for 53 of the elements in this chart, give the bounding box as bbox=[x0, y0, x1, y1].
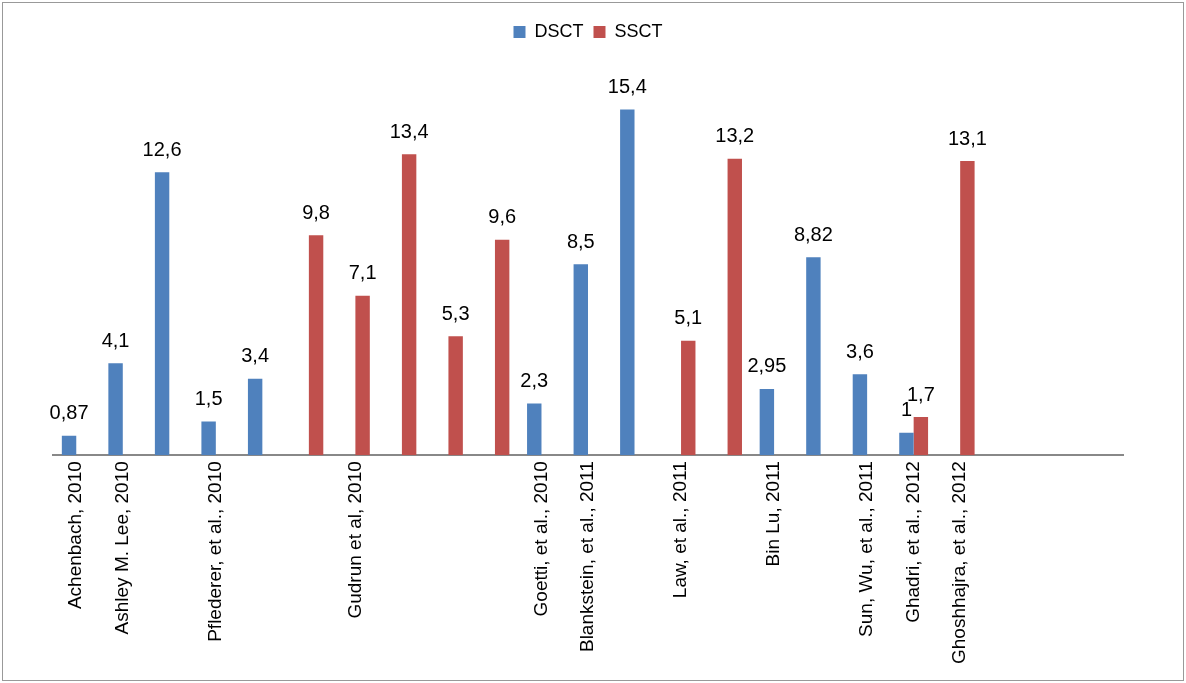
data-label: 0,87 bbox=[49, 401, 89, 424]
data-label: 7,1 bbox=[348, 261, 377, 284]
bar bbox=[806, 257, 821, 456]
data-label: 5,3 bbox=[441, 301, 470, 324]
x-tick-label: Ghadri, et al., 2012 bbox=[901, 461, 923, 623]
data-label: 12,6 bbox=[142, 137, 182, 160]
bar bbox=[308, 235, 324, 456]
data-label: 3,6 bbox=[846, 339, 874, 362]
bar bbox=[401, 154, 417, 456]
data-label: 8,82 bbox=[793, 222, 833, 245]
x-tick-label: Goetti, et al., 2010 bbox=[529, 461, 551, 617]
x-tick-label: Gudrun et al, 2010 bbox=[343, 461, 365, 619]
data-label: 15,4 bbox=[607, 74, 647, 97]
data-label: 1,5 bbox=[194, 387, 223, 410]
bar bbox=[527, 403, 542, 456]
data-label: 2,3 bbox=[520, 369, 549, 392]
bar bbox=[681, 340, 696, 456]
bar bbox=[960, 161, 975, 456]
data-label: 9,6 bbox=[488, 205, 517, 228]
x-tick-label: Ghoshhajra, et al., 2012 bbox=[948, 461, 970, 665]
x-tick-label: Blankstein, et al., 2011 bbox=[576, 461, 598, 653]
x-tick-label: Sun, Wu, et al., 2011 bbox=[855, 461, 877, 637]
bar bbox=[201, 421, 216, 456]
data-label: 3,4 bbox=[241, 344, 270, 367]
bar bbox=[573, 264, 588, 456]
data-label: 13,2 bbox=[715, 124, 755, 147]
bar bbox=[620, 109, 635, 456]
data-label: 5,1 bbox=[674, 306, 703, 329]
legend-label: SSCT bbox=[614, 20, 663, 41]
x-tick-label: Bin Lu, 2011 bbox=[762, 461, 784, 567]
x-tick-label: Achenbach, 2010 bbox=[64, 461, 86, 610]
bar bbox=[759, 388, 775, 456]
bar bbox=[108, 363, 123, 456]
bar bbox=[899, 432, 914, 456]
x-tick-label: Ashley M. Lee, 2010 bbox=[111, 461, 133, 635]
x-tick-label: Law, et al., 2011 bbox=[669, 461, 691, 599]
bar bbox=[913, 417, 929, 456]
data-label: 13,4 bbox=[389, 119, 429, 142]
bar bbox=[61, 435, 77, 456]
bar bbox=[494, 239, 510, 456]
legend-label: DSCT bbox=[534, 20, 584, 41]
bar bbox=[154, 172, 170, 456]
x-tick-label: Pflederer, et al., 2010 bbox=[204, 461, 226, 642]
bar bbox=[727, 158, 742, 456]
data-label: 13,1 bbox=[947, 126, 987, 149]
data-label: 2,95 bbox=[747, 354, 787, 377]
data-label: 9,8 bbox=[302, 200, 330, 223]
bar bbox=[852, 374, 868, 456]
data-label: 8,5 bbox=[566, 229, 595, 252]
bar bbox=[355, 295, 370, 456]
bar bbox=[247, 378, 263, 456]
data-label: 4,1 bbox=[101, 328, 130, 351]
bar bbox=[448, 336, 463, 456]
